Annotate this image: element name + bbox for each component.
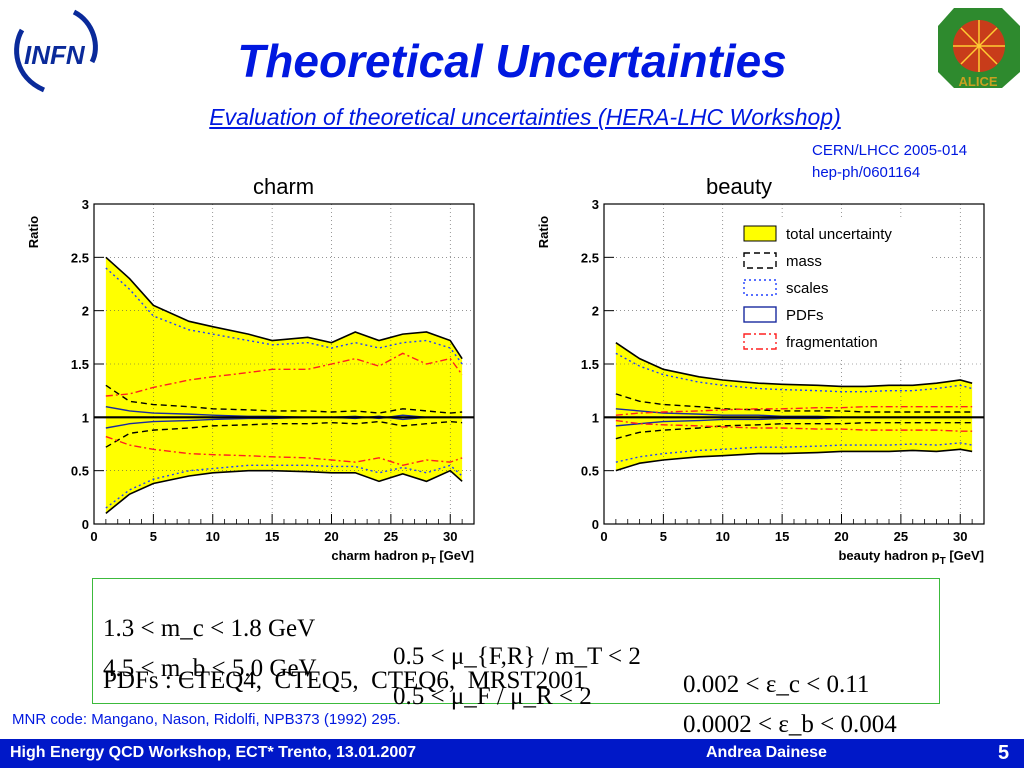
y-tick-label: 2	[592, 304, 599, 319]
charm-ratio-chart: 0 5 10 15 20 25 30 0 0.5 1 1.5 2 2.5 3 Ratio charm hadr…	[26, 197, 475, 567]
parameter-ranges-box: 1.3 < m_c < 1.8 GeV 0.5 < μ_{F,R} / m_T …	[92, 578, 940, 738]
scales-line	[615, 442, 973, 463]
x-tick-label: 20	[324, 529, 338, 544]
y-tick-label: 2.5	[581, 250, 599, 265]
slide-subtitle: Evaluation of theoretical uncertainties …	[209, 104, 841, 130]
footer-page-number: 5	[998, 742, 1010, 764]
x-tick-label: 0	[90, 529, 97, 544]
x-tick-label: 0	[600, 529, 607, 544]
mass-line	[615, 393, 973, 413]
x-tick-label: 25	[894, 529, 908, 544]
mass-line	[615, 421, 973, 440]
scales-line	[105, 464, 463, 509]
charm-plot-title: charm	[253, 174, 315, 199]
mass-line	[105, 420, 463, 448]
beauty-mass-range: 4.5 < m_b < 5.0 GeV	[103, 655, 317, 682]
legend-swatch-total-uncertainty	[743, 225, 777, 242]
legend-label-PDFs: PDFs	[786, 307, 824, 324]
pdf-sets: PDFs : CTEQ4, CTEQ5, CTEQ6, MRST2001	[103, 667, 586, 694]
footer-event: High Energy QCD Workshop, ECT* Trento, 1…	[10, 744, 417, 761]
x-tick-label: 5	[150, 529, 157, 544]
x-axis-label: charm hadron pT [GeV]	[331, 548, 474, 567]
x-tick-label: 30	[953, 529, 967, 544]
scale-ratio-range: 0.5 < μ_F / μ_R < 2	[393, 683, 592, 710]
alice-logo: ALICE	[938, 8, 1020, 89]
beauty-plot-title: beauty	[706, 174, 773, 199]
x-tick-label: 30	[443, 529, 457, 544]
x-tick-label: 10	[716, 529, 730, 544]
fragmentation-line	[105, 352, 463, 397]
legend-label-mass: mass	[786, 253, 822, 270]
total-uncertainty-line	[615, 448, 973, 472]
y-tick-label: 0	[592, 517, 599, 532]
beauty-ratio-chart: 0 5 10 15 20 25 30 0 0.5 1 1.5 2 2.5 3 Ratio beauty had…	[536, 197, 985, 567]
legend-swatch-PDFs	[743, 306, 777, 323]
x-tick-label: 15	[265, 529, 279, 544]
legend-label-scales: scales	[786, 280, 829, 297]
x-tick-label: 15	[775, 529, 789, 544]
y-axis-label: Ratio	[536, 216, 551, 249]
y-tick-label: 0.5	[71, 464, 89, 479]
total-uncertainty-line	[105, 469, 463, 514]
scale-range-charm: 0.5 < μ_{F,R} / m_T < 2	[393, 643, 641, 670]
mnr-code-reference: MNR code: Mangano, Nason, Ridolfi, NPB37…	[12, 711, 401, 728]
mass-line	[105, 384, 463, 414]
legend-label-fragmentation: fragmentation	[786, 334, 878, 351]
slide-title: Theoretical Uncertainties	[237, 35, 787, 87]
footer-author: Andrea Dainese	[706, 744, 827, 761]
y-tick-label: 0.5	[581, 464, 599, 479]
y-tick-label: 0	[82, 517, 89, 532]
fragmentation-line	[105, 435, 463, 467]
infn-logo-text: INFN	[24, 40, 86, 70]
charm-epsilon-range: 0.002 < ε_c < 0.11	[683, 671, 870, 698]
reference-cern: CERN/LHCC 2005-014	[812, 142, 968, 159]
footer-bar: High Energy QCD Workshop, ECT* Trento, 1…	[0, 739, 1024, 768]
total-uncertainty-band	[105, 257, 463, 514]
y-tick-label: 3	[592, 197, 599, 212]
x-axis-label: beauty hadron pT [GeV]	[838, 548, 984, 567]
legend-label-total-uncertainty: total uncertainty	[786, 226, 892, 243]
x-tick-label: 10	[206, 529, 220, 544]
legend-swatch-fragmentation	[743, 333, 777, 350]
y-tick-label: 3	[82, 197, 89, 212]
y-tick-label: 1	[82, 410, 89, 425]
reference-arxiv: hep-ph/0601164	[812, 164, 921, 181]
y-tick-label: 2.5	[71, 250, 89, 265]
y-tick-label: 1.5	[71, 357, 89, 372]
total-uncertainty-line	[105, 256, 463, 360]
scales-line	[105, 267, 463, 365]
x-tick-label: 25	[384, 529, 398, 544]
alice-logo-text: ALICE	[959, 74, 998, 89]
y-axis-label: Ratio	[26, 216, 41, 249]
total-uncertainty-band	[615, 342, 973, 471]
x-tick-label: 5	[660, 529, 667, 544]
infn-logo: INFN	[14, 9, 98, 93]
beauty-epsilon-range: 0.0002 < ε_b < 0.004	[683, 711, 897, 738]
x-tick-label: 20	[834, 529, 848, 544]
legend-swatch-mass	[743, 252, 777, 269]
y-tick-label: 1.5	[581, 357, 599, 372]
y-tick-label: 1	[592, 410, 599, 425]
y-tick-label: 2	[82, 304, 89, 319]
charm-mass-range: 1.3 < m_c < 1.8 GeV	[103, 615, 316, 642]
legend-box	[740, 220, 930, 360]
total-uncertainty-line	[615, 342, 973, 388]
legend-swatch-scales	[743, 279, 777, 296]
